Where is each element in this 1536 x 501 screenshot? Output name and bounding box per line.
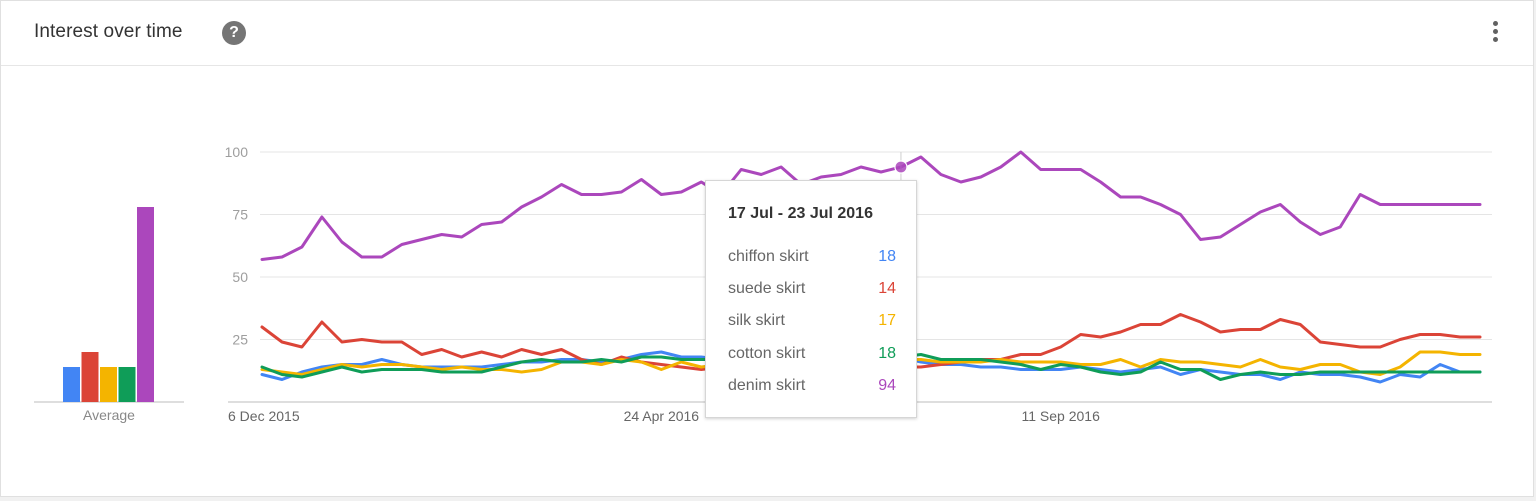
- tooltip-row: chiffon skirt 18: [728, 248, 896, 270]
- series-line-denim-skirt: [260, 150, 1482, 261]
- y-tick-label: 25: [232, 332, 248, 348]
- tooltip-series-value: 94: [878, 377, 896, 394]
- y-tick-label: 50: [232, 269, 248, 285]
- y-tick-label: 100: [225, 144, 249, 160]
- hover-tooltip: 17 Jul - 23 Jul 2016 chiffon skirt 18 su…: [705, 180, 917, 418]
- card-title: Interest over time: [34, 21, 183, 42]
- average-bar: [137, 207, 154, 402]
- card-header: Interest over time ?: [1, 1, 1533, 66]
- tooltip-row: suede skirt 14: [728, 280, 896, 302]
- tooltip-series-name: cotton skirt: [728, 345, 806, 362]
- more-vert-icon[interactable]: [1485, 21, 1505, 47]
- x-tick-label: 24 Apr 2016: [624, 408, 700, 424]
- tooltip-series-name: suede skirt: [728, 280, 806, 297]
- tooltip-row: denim skirt 94: [728, 377, 896, 399]
- y-tick-label: 75: [232, 207, 248, 223]
- average-bar: [81, 352, 99, 402]
- tooltip-row: silk skirt 17: [728, 312, 896, 334]
- tooltip-series-value: 18: [878, 345, 896, 362]
- tooltip-series-value: 18: [878, 248, 896, 265]
- x-tick-label: 11 Sep 2016: [1022, 408, 1101, 424]
- tooltip-date: 17 Jul - 23 Jul 2016: [728, 205, 873, 222]
- average-caption: Average: [83, 407, 135, 423]
- tooltip-series-name: denim skirt: [728, 377, 806, 394]
- average-bar: [118, 367, 136, 402]
- tooltip-series-value: 14: [878, 280, 896, 297]
- average-bar: [100, 367, 117, 402]
- x-tick-label: 6 Dec 2015: [228, 408, 300, 424]
- tooltip-row: cotton skirt 18: [728, 345, 896, 367]
- help-circle-icon[interactable]: ?: [222, 21, 246, 45]
- tooltip-series-value: 17: [878, 312, 896, 329]
- tooltip-series-name: silk skirt: [728, 312, 785, 329]
- hover-point: [894, 160, 908, 174]
- average-bar: [63, 367, 80, 402]
- tooltip-series-name: chiffon skirt: [728, 248, 809, 265]
